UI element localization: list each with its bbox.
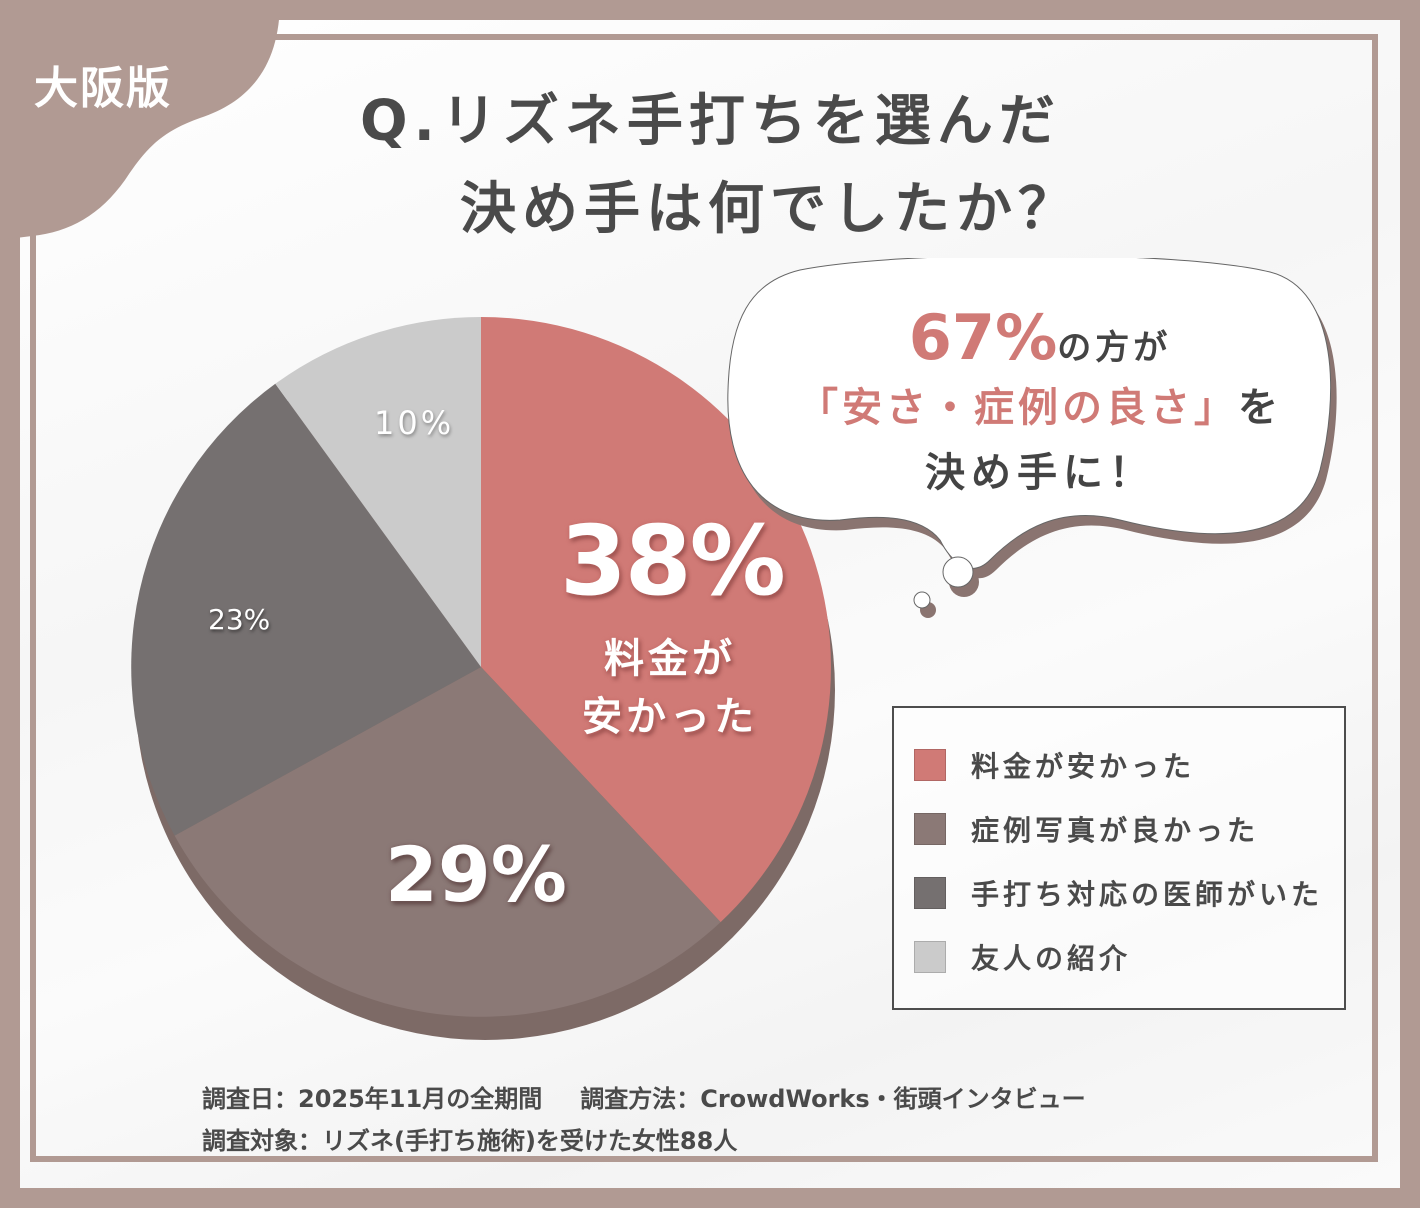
legend-swatch-case-photos bbox=[914, 813, 946, 845]
pie-chart bbox=[131, 316, 835, 1040]
slice-caption-price: 料金が 安かった bbox=[560, 630, 780, 746]
slice-value-price: 38% bbox=[560, 505, 786, 617]
slice-value-friend: 10% bbox=[374, 404, 455, 442]
callout-text: 67%の方が 「安さ・症例の良さ」を 決め手に！ bbox=[760, 300, 1320, 506]
legend-item-price: 料金が安かった bbox=[914, 748, 1196, 783]
bubble-body bbox=[727, 258, 1332, 569]
pie-slice-doctor[interactable] bbox=[131, 383, 482, 836]
slice-caption-line-2: 安かった bbox=[582, 694, 758, 740]
region-badge: 大阪版 bbox=[34, 63, 172, 114]
legend-label: 手打ち対応の医師がいた bbox=[971, 878, 1324, 911]
callout-highlight-reason: 「安さ・症例の良さ」 bbox=[798, 385, 1238, 431]
legend-label: 症例写真が良かった bbox=[971, 814, 1260, 847]
legend-swatch-price bbox=[914, 749, 946, 781]
thought-bubble bbox=[727, 258, 1337, 618]
slice-value-case-photos: 29% bbox=[385, 830, 567, 919]
callout-highlight-value: 67% bbox=[908, 301, 1058, 374]
pie-slice-case-photos[interactable] bbox=[174, 667, 721, 1017]
slice-value-doctor: 23% bbox=[208, 603, 271, 636]
legend-swatch-doctor bbox=[914, 877, 946, 909]
inner-frame-border bbox=[30, 34, 1378, 1162]
callout-row1-suffix: の方が bbox=[1057, 328, 1172, 368]
bubble-dot-large bbox=[942, 556, 974, 588]
page-title: Q.リズネ手打ちを選んだ 決め手は何でしたか？ bbox=[360, 78, 1180, 254]
chart-legend: 料金が安かった 症例写真が良かった 手打ち対応の医師がいた 友人の紹介 bbox=[892, 706, 1346, 1010]
title-line-2: 決め手は何でしたか？ bbox=[460, 177, 1080, 242]
survey-info: 調査日：2025年11月の全期間 調査方法：CrowdWorks・街頭インタビュー… bbox=[202, 1078, 1086, 1162]
survey-method: 調査方法：CrowdWorks・街頭インタビュー bbox=[580, 1085, 1086, 1113]
bubble-dot-small bbox=[913, 591, 931, 609]
legend-label: 友人の紹介 bbox=[971, 942, 1132, 975]
legend-swatch-friend bbox=[914, 941, 946, 973]
survey-date: 調査日：2025年11月の全期間 bbox=[202, 1085, 543, 1113]
title-line-1: Q.リズネ手打ちを選んだ bbox=[360, 89, 1061, 154]
pie-slice-friend[interactable] bbox=[275, 316, 481, 667]
callout-row3: 決め手に！ bbox=[925, 450, 1155, 496]
legend-item-friend: 友人の紹介 bbox=[914, 940, 1132, 975]
corner-badge-shape bbox=[0, 0, 280, 240]
legend-item-doctor: 手打ち対応の医師がいた bbox=[914, 876, 1324, 911]
slice-caption-line-1: 料金が bbox=[604, 636, 736, 682]
survey-target: 調査対象：リズネ(手打ち施術)を受けた女性88人 bbox=[202, 1127, 738, 1155]
callout-row2-suffix: を bbox=[1238, 385, 1282, 431]
legend-label: 料金が安かった bbox=[971, 750, 1196, 783]
legend-item-case-photos: 症例写真が良かった bbox=[914, 812, 1260, 847]
